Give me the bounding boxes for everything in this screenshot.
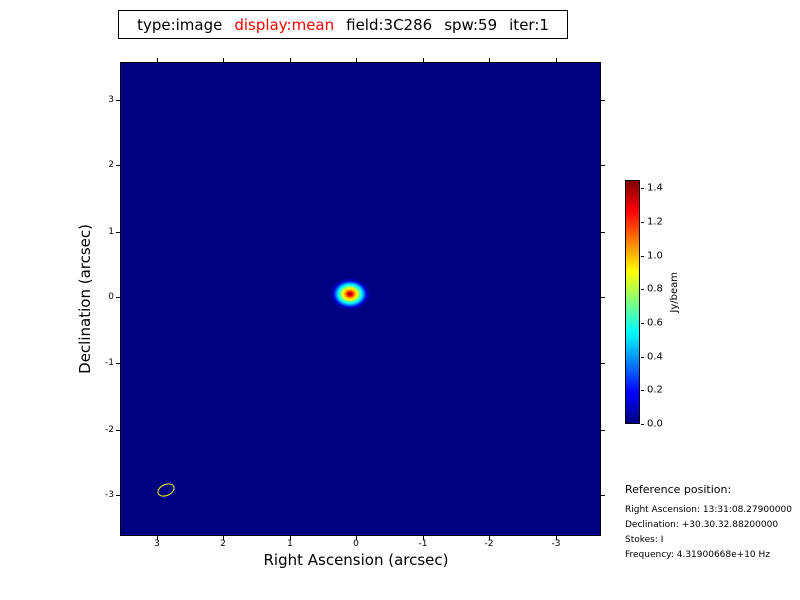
x-tick-mark: [223, 58, 224, 62]
y-tick-mark: [116, 165, 120, 166]
y-tick-label: 2: [108, 160, 114, 170]
colorbar-tick-mark: [641, 188, 644, 189]
colorbar-tick-mark: [641, 256, 644, 257]
colorbar: [625, 180, 640, 424]
reference-stokes: Stokes: I: [625, 535, 664, 545]
colorbar-tick-label: 1.4: [647, 182, 663, 194]
colorbar-tick-mark: [641, 357, 644, 358]
colorbar-tick-label: 0.6: [647, 317, 663, 329]
title-iter: iter:1: [509, 15, 549, 34]
title-spw: spw:59: [444, 15, 498, 34]
y-tick-mark: [116, 232, 120, 233]
colorbar-tick-label: 0.4: [647, 351, 663, 363]
colorbar-unit-label: Jy/beam: [669, 272, 680, 313]
y-tick-mark: [116, 297, 120, 298]
x-tick-label: -3: [551, 539, 561, 549]
colorbar-tick-label: 1.2: [647, 216, 663, 228]
y-tick-mark: [601, 232, 605, 233]
y-tick-mark: [601, 297, 605, 298]
x-tick-mark: [290, 536, 291, 540]
y-tick-label: -1: [105, 358, 114, 368]
y-tick-mark: [601, 100, 605, 101]
y-tick-label: 0: [108, 292, 114, 302]
x-tick-mark: [423, 58, 424, 62]
x-tick-label: -1: [418, 539, 428, 549]
y-tick-mark: [116, 430, 120, 431]
x-tick-label: 2: [220, 539, 226, 549]
x-tick-mark: [489, 536, 490, 540]
reference-frequency: Frequency: 4.31900668e+10 Hz: [625, 550, 771, 560]
y-tick-mark: [116, 363, 120, 364]
title-type: type:image: [137, 15, 223, 34]
title-display: display:mean: [234, 15, 335, 34]
reference-heading: Reference position:: [625, 483, 732, 496]
title-box: type:image display:mean field:3C286 spw:…: [118, 10, 568, 39]
image-plot: [120, 62, 601, 536]
y-tick-mark: [601, 363, 605, 364]
title-field: field:3C286: [346, 15, 433, 34]
y-tick-label: -3: [105, 490, 114, 500]
x-tick-label: 3: [154, 539, 160, 549]
colorbar-tick-mark: [641, 424, 644, 425]
x-tick-label: 1: [287, 539, 293, 549]
x-tick-mark: [290, 58, 291, 62]
colorbar-tick-mark: [641, 289, 644, 290]
reference-position-block: Reference position: Right Ascension: 13:…: [625, 483, 797, 565]
colorbar-tick-mark: [641, 390, 644, 391]
y-axis-label: Declination (arcsec): [76, 224, 94, 374]
x-tick-label: -2: [484, 539, 494, 549]
x-tick-mark: [157, 58, 158, 62]
colorbar-tick-mark: [641, 222, 644, 223]
colorbar-tick-label: 0.0: [647, 418, 663, 430]
x-tick-mark: [356, 58, 357, 62]
x-tick-mark: [556, 536, 557, 540]
reference-dec: Declination: +30.30.32.88200000: [625, 520, 779, 530]
y-tick-label: 1: [108, 227, 114, 237]
y-tick-label: -2: [105, 425, 114, 435]
x-tick-mark: [489, 58, 490, 62]
source-3c286-blob: [330, 278, 370, 310]
colorbar-tick-mark: [641, 323, 644, 324]
x-tick-mark: [423, 536, 424, 540]
beam-ellipse: [155, 480, 177, 500]
y-tick-mark: [601, 430, 605, 431]
y-tick-mark: [601, 165, 605, 166]
x-axis-label: Right Ascension (arcsec): [263, 551, 449, 569]
y-tick-mark: [116, 100, 120, 101]
y-tick-mark: [116, 495, 120, 496]
y-tick-label: 3: [108, 95, 114, 105]
x-tick-mark: [356, 536, 357, 540]
colorbar-tick-label: 0.2: [647, 384, 663, 396]
reference-ra: Right Ascension: 13:31:08.27900000: [625, 505, 792, 515]
colorbar-tick-label: 0.8: [647, 283, 663, 295]
y-tick-mark: [601, 495, 605, 496]
x-tick-mark: [157, 536, 158, 540]
colorbar-tick-label: 1.0: [647, 250, 663, 262]
x-tick-label: 0: [353, 539, 359, 549]
x-tick-mark: [556, 58, 557, 62]
x-tick-mark: [223, 536, 224, 540]
